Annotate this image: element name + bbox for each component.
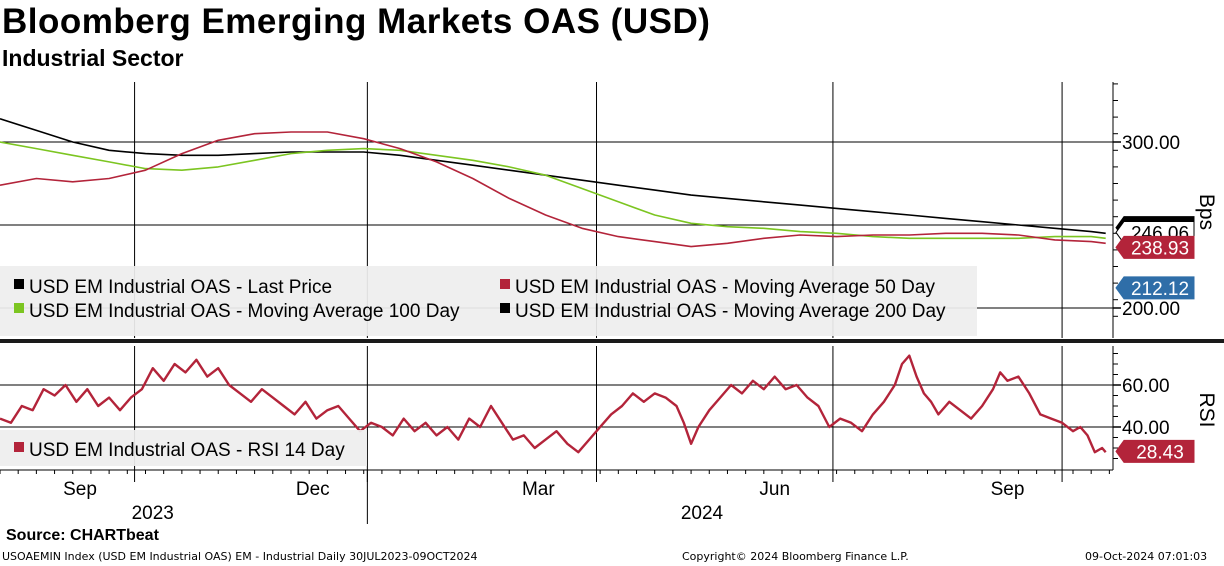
legend-swatch-ma200	[500, 303, 510, 313]
legend-label-ma50: USD EM Industrial OAS - Moving Average 5…	[515, 277, 935, 298]
x-year-label: 2023	[132, 503, 174, 524]
legend-box-rsi	[0, 430, 367, 466]
series-line-ma100	[0, 141, 1106, 240]
series-line-ma200	[0, 118, 1106, 235]
series-line-last	[0, 96, 1106, 289]
y-tick-label-rsi: 60.00	[1122, 376, 1170, 397]
legend-swatch-rsi	[14, 442, 24, 452]
legend-label-ma100: USD EM Industrial OAS - Moving Average 1…	[29, 301, 460, 322]
value-tag-rsi: 28.43	[1136, 442, 1184, 463]
y-axis-title-main: Bps	[1195, 194, 1218, 230]
legend-swatch-last	[14, 279, 24, 289]
x-year-label: 2024	[681, 503, 724, 524]
x-tick-label: Jun	[759, 479, 790, 500]
y-tick-label-main: 200.00	[1122, 299, 1180, 320]
chart-subtitle: Industrial Sector	[2, 45, 184, 71]
value-tag-last-bg	[1115, 276, 1195, 300]
timestamp: 09-Oct-2024 07:01:03	[1085, 550, 1208, 563]
y-tick-label-rsi: 40.00	[1122, 418, 1170, 439]
series-line-ma50	[0, 131, 1106, 248]
x-tick-label: Sep	[63, 479, 97, 500]
legend-box-main	[0, 266, 977, 336]
legend-swatch-ma50	[500, 279, 510, 289]
source-note: Source: CHARTbeat	[6, 527, 159, 544]
y-tick-label-main: 300.00	[1122, 133, 1180, 154]
value-tag-ma50-bg	[1115, 235, 1195, 259]
x-tick-label: Sep	[991, 479, 1025, 500]
value-tag-rsi-bg	[1115, 439, 1195, 463]
legend-label-rsi: USD EM Industrial OAS - RSI 14 Day	[29, 440, 345, 461]
copyright: Copyright© 2024 Bloomberg Finance L.P.	[682, 550, 909, 563]
index-info: USOAEMIN Index (USD EM Industrial OAS) E…	[2, 550, 478, 563]
value-tag-last: 212.12	[1131, 279, 1189, 300]
value-tag-ma50: 238.93	[1131, 238, 1189, 259]
chart-title: Bloomberg Emerging Markets OAS (USD)	[2, 2, 711, 41]
y-axis-title-rsi: RSI	[1195, 392, 1218, 427]
legend-label-last: USD EM Industrial OAS - Last Price	[29, 277, 332, 298]
legend-swatch-ma100	[14, 303, 24, 313]
series-line-rsi	[0, 354, 1107, 454]
x-tick-label: Dec	[296, 479, 330, 500]
legend-label-ma200: USD EM Industrial OAS - Moving Average 2…	[515, 301, 946, 322]
panel-separator	[0, 339, 1224, 343]
x-tick-label: Mar	[522, 479, 555, 500]
